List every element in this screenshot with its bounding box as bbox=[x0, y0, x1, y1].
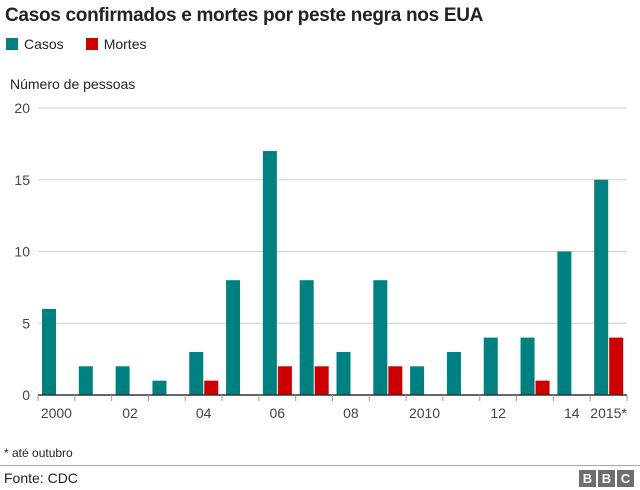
logo-letter: B bbox=[598, 470, 615, 487]
bar-casos bbox=[78, 366, 93, 395]
chart-title: Casos confirmados e mortes por peste neg… bbox=[5, 5, 484, 26]
legend-swatch-casos bbox=[6, 38, 18, 50]
bar-casos bbox=[446, 351, 461, 395]
bar-casos bbox=[42, 308, 56, 395]
footnote: * até outubro bbox=[4, 446, 73, 460]
x-tick-label: 2000 bbox=[41, 405, 72, 421]
x-tick-label: 14 bbox=[564, 405, 580, 421]
y-tick-label: 20 bbox=[14, 100, 30, 116]
x-tick-label: 02 bbox=[122, 405, 138, 421]
bar-mortes bbox=[314, 366, 329, 395]
y-tick-label: 0 bbox=[22, 387, 30, 403]
source: Fonte: CDC bbox=[4, 470, 78, 486]
bar-casos bbox=[594, 179, 609, 395]
x-tick-label: 04 bbox=[196, 405, 212, 421]
legend-label-casos: Casos bbox=[24, 36, 64, 52]
bar-casos bbox=[336, 351, 351, 395]
x-tick-label: 08 bbox=[343, 405, 359, 421]
y-axis-label: Número de pessoas bbox=[10, 76, 136, 92]
legend-item-casos: Casos bbox=[6, 36, 64, 52]
bar-casos bbox=[410, 366, 425, 395]
bar-mortes bbox=[204, 380, 219, 395]
legend-item-mortes: Mortes bbox=[85, 36, 147, 52]
bar-casos bbox=[557, 251, 572, 395]
divider bbox=[0, 465, 640, 466]
logo-letter: C bbox=[617, 470, 634, 487]
bar-casos bbox=[483, 337, 498, 395]
bar-casos bbox=[373, 280, 388, 395]
bar-casos bbox=[115, 366, 130, 395]
bar-mortes bbox=[535, 380, 550, 395]
y-tick-label: 5 bbox=[22, 315, 30, 331]
bar-casos bbox=[262, 151, 277, 395]
y-tick-label: 10 bbox=[14, 244, 30, 260]
bar-casos bbox=[152, 380, 167, 395]
bar-casos bbox=[189, 351, 204, 395]
bar-mortes bbox=[609, 337, 624, 395]
bar-mortes bbox=[277, 366, 292, 395]
x-tick-label: 2015* bbox=[590, 405, 627, 421]
x-tick-label: 06 bbox=[269, 405, 285, 421]
x-tick-label: 2010 bbox=[409, 405, 440, 421]
legend-swatch-mortes bbox=[85, 38, 98, 50]
bar-casos bbox=[299, 280, 314, 395]
x-tick-label: 12 bbox=[490, 405, 506, 421]
legend-label-mortes: Mortes bbox=[103, 36, 147, 52]
y-tick-label: 15 bbox=[14, 172, 30, 188]
bar-casos bbox=[226, 280, 241, 395]
logo-letter: B bbox=[579, 470, 596, 487]
legend: Casos Mortes bbox=[6, 36, 168, 52]
bar-mortes bbox=[388, 366, 403, 395]
bar-casos bbox=[520, 337, 535, 395]
